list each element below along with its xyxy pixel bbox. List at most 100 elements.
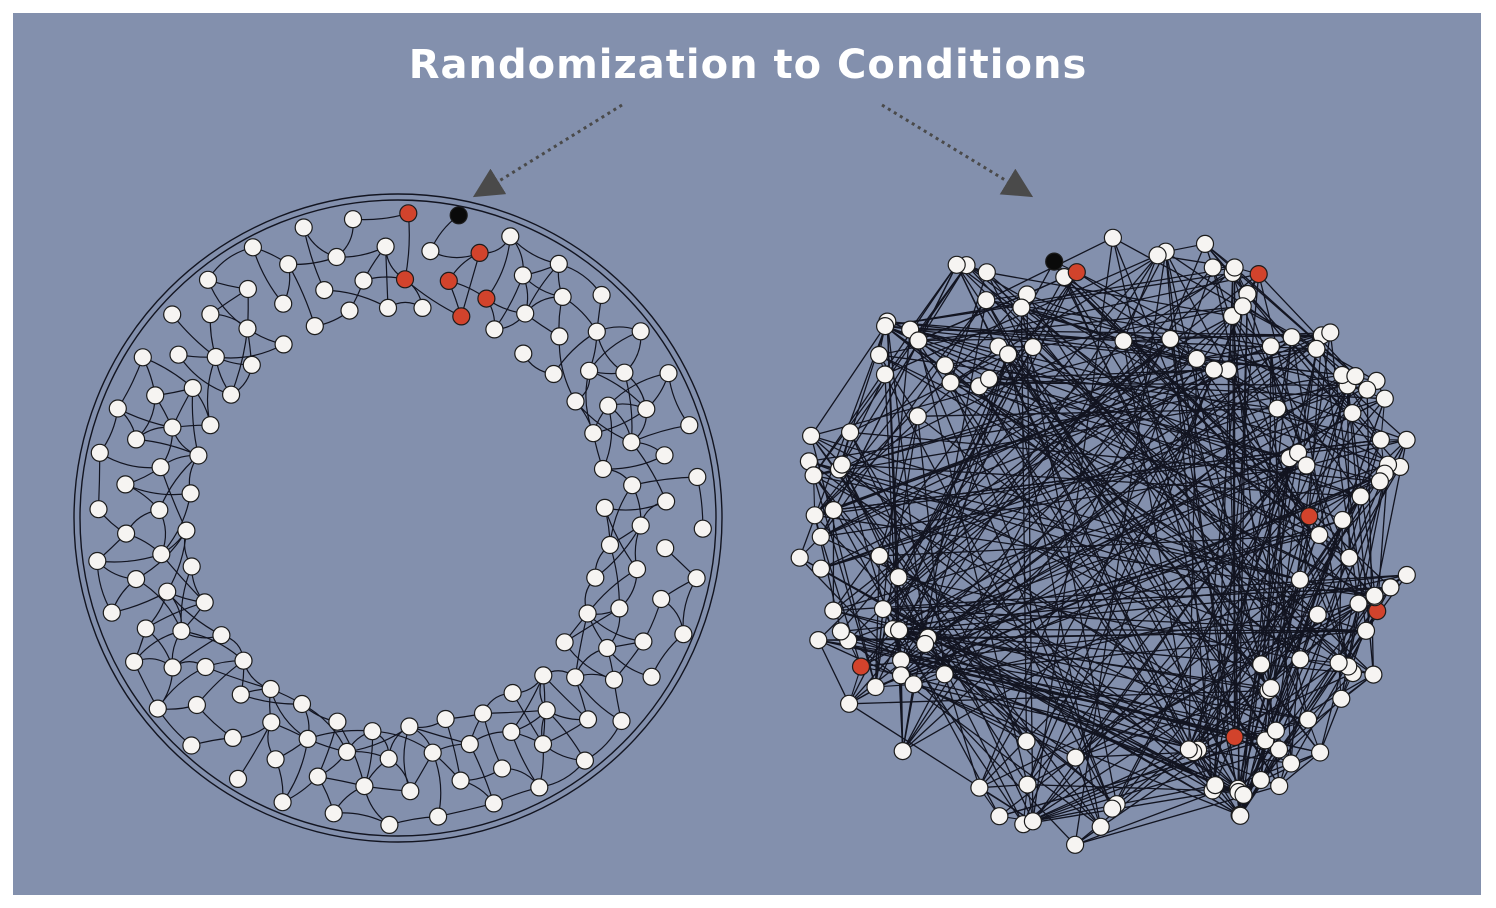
right-edge-277 xyxy=(878,354,919,417)
left-node-88 xyxy=(451,771,470,790)
left-edge-73 xyxy=(205,666,271,690)
right-edge-245 xyxy=(812,475,877,688)
left-node-112 xyxy=(631,322,650,341)
right-edge-522 xyxy=(810,435,1028,742)
right-adopter-node-74 xyxy=(1249,265,1268,284)
right-edge-254 xyxy=(1204,243,1401,468)
right-edge-394 xyxy=(878,354,1319,616)
right-node-141 xyxy=(1161,329,1180,349)
left-adopter-node-143 xyxy=(399,204,418,223)
left-node-5 xyxy=(566,392,585,411)
right-edge-275 xyxy=(1074,251,1167,845)
left-node-35 xyxy=(378,298,398,317)
right-edge-597 xyxy=(1196,358,1381,482)
right-edge-273 xyxy=(1074,662,1339,846)
right-edge-516 xyxy=(1231,315,1362,497)
right-edge-611 xyxy=(978,385,1320,536)
right-node-43 xyxy=(1103,228,1123,247)
right-edge-426 xyxy=(892,464,1389,630)
right-node-34 xyxy=(1356,621,1376,640)
right-edge-398 xyxy=(813,474,1375,597)
right-edge-583 xyxy=(808,460,1339,664)
right-edge-475 xyxy=(1275,614,1319,731)
right-edge-454 xyxy=(944,364,1301,660)
right-edge-404 xyxy=(1198,749,1292,765)
left-node-42 xyxy=(622,433,641,452)
right-node-124 xyxy=(891,666,911,685)
left-node-129 xyxy=(182,736,201,755)
right-node-94 xyxy=(1340,548,1359,567)
right-edge-433 xyxy=(1022,557,1350,825)
right-edge-578 xyxy=(1197,687,1272,751)
left-node-82 xyxy=(652,589,671,609)
left-node-18 xyxy=(363,722,382,741)
left-node-50 xyxy=(502,722,521,742)
left-node-127 xyxy=(273,793,292,812)
right-edge-235 xyxy=(986,272,1245,796)
left-node-75 xyxy=(553,287,572,306)
right-edge-483 xyxy=(841,463,1361,498)
right-node-11 xyxy=(831,622,851,641)
left-assignment-arrow xyxy=(472,103,623,198)
left-node-25 xyxy=(182,557,201,576)
left-node-120 xyxy=(612,711,631,731)
left-node-104 xyxy=(238,279,257,299)
left-edge-25 xyxy=(609,484,633,546)
right-edge-581 xyxy=(1337,519,1344,663)
left-node-38 xyxy=(516,304,535,323)
right-edge-595 xyxy=(918,271,1078,342)
right-node-63 xyxy=(1231,806,1250,825)
left-node-19 xyxy=(328,712,347,731)
right-node-119 xyxy=(873,599,893,619)
right-node-19 xyxy=(1375,389,1394,408)
right-edge-543 xyxy=(917,415,1269,692)
right-edge-623 xyxy=(879,534,1320,557)
right-node-106 xyxy=(832,455,852,474)
right-node-130 xyxy=(1333,510,1352,530)
left-edge-162 xyxy=(432,752,442,817)
right-node-60 xyxy=(1343,404,1362,423)
right-edge-594 xyxy=(897,271,1078,578)
right-edge-337 xyxy=(910,328,1356,377)
right-node-37 xyxy=(1310,743,1330,762)
left-boundary-ring-1 xyxy=(73,193,723,843)
left-node-77 xyxy=(615,363,634,382)
left-node-84 xyxy=(604,670,624,689)
left-node-89 xyxy=(401,782,420,801)
left-adopter-node-36 xyxy=(439,271,458,290)
left-node-2 xyxy=(485,320,504,339)
right-edge-536 xyxy=(997,346,1272,689)
right-edge-602 xyxy=(1260,385,1349,665)
left-node-60 xyxy=(158,582,177,601)
right-edge-571 xyxy=(1007,354,1102,827)
figure-title: Randomization to Conditions xyxy=(408,42,1088,88)
right-edge-465 xyxy=(909,329,1113,809)
right-node-24 xyxy=(1332,689,1351,708)
left-edge-20 xyxy=(602,454,665,470)
left-node-26 xyxy=(177,521,196,540)
right-edge-438 xyxy=(898,338,1171,578)
right-edge-242 xyxy=(1023,748,1280,825)
left-node-6 xyxy=(584,424,603,443)
left-edge-173 xyxy=(237,722,272,780)
right-node-49 xyxy=(977,263,996,282)
right-node-116 xyxy=(1017,732,1036,751)
left-node-52 xyxy=(423,743,442,762)
right-edge-95 xyxy=(849,431,1028,742)
right-node-88 xyxy=(1365,586,1384,605)
left-node-68 xyxy=(274,294,293,313)
left-node-128 xyxy=(228,769,248,789)
right-edge-618 xyxy=(986,299,1272,347)
right-node-129 xyxy=(998,345,1018,364)
left-node-34 xyxy=(340,301,359,320)
right-edge-145 xyxy=(885,272,1233,327)
right-adopter-node-36 xyxy=(851,657,871,676)
right-edge-371 xyxy=(1231,315,1280,787)
right-edge-440 xyxy=(1122,340,1270,691)
left-node-40 xyxy=(579,361,599,380)
right-node-102 xyxy=(1103,799,1122,818)
left-node-8 xyxy=(595,498,614,517)
right-edge-281 xyxy=(1231,315,1353,414)
left-adopter-node-1 xyxy=(452,307,471,326)
left-node-31 xyxy=(242,355,261,374)
